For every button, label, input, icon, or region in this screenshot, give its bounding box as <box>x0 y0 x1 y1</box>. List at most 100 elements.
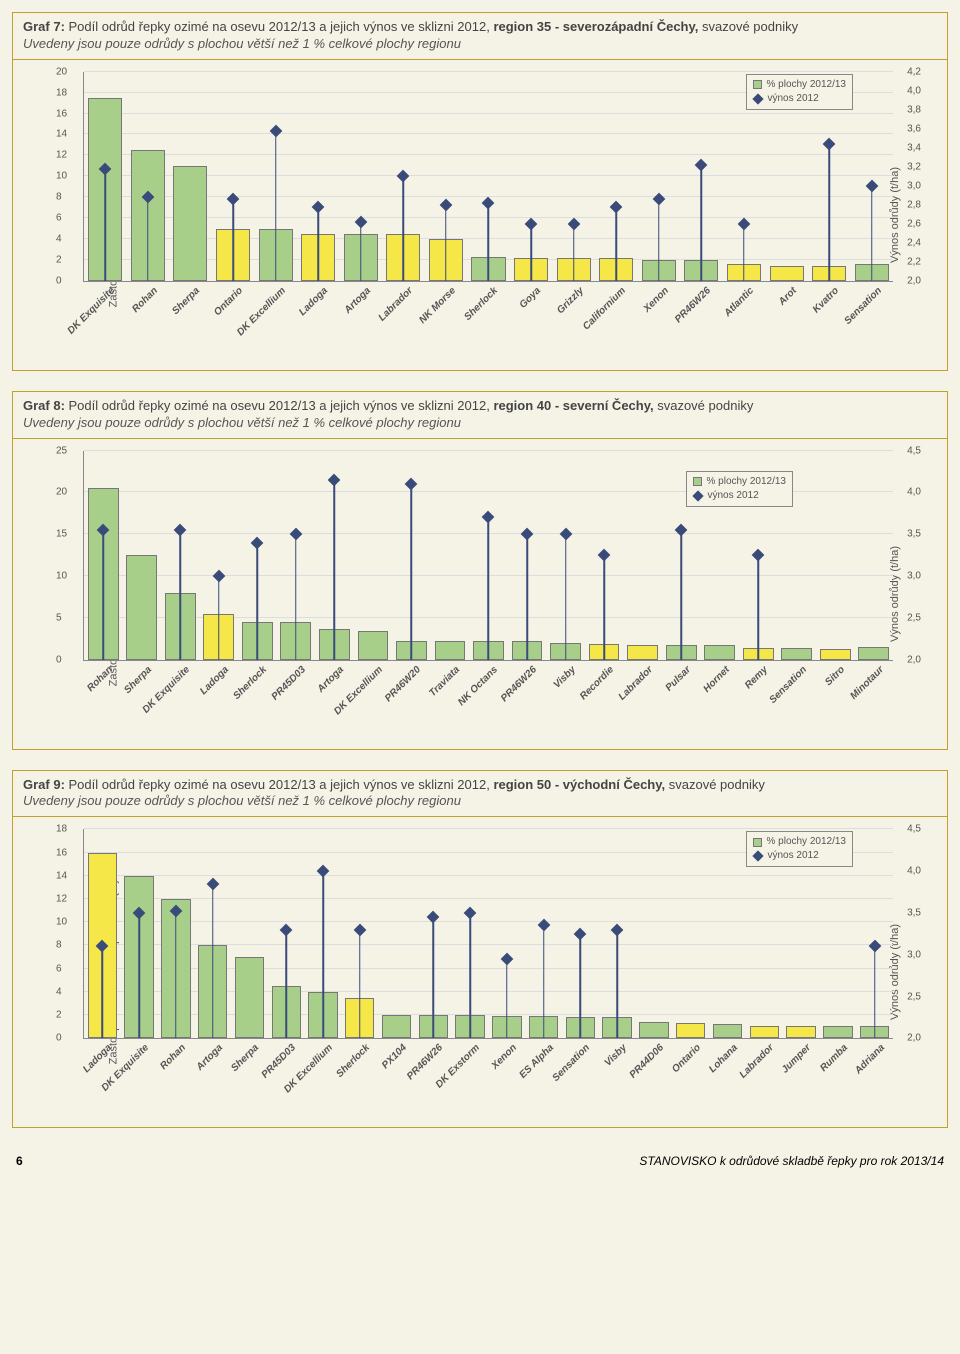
category-label: Xenon <box>637 281 671 315</box>
category-label: Visby <box>599 1038 630 1069</box>
marker-stem <box>218 576 220 660</box>
marker-diamond-icon <box>227 193 240 206</box>
chart-title: Graf 7: Podíl odrůd řepky ozimé na osevu… <box>13 13 947 60</box>
marker-stem <box>506 959 508 1038</box>
marker-diamond-icon <box>598 549 611 562</box>
legend-row: % plochy 2012/13 <box>753 835 846 849</box>
bar <box>358 631 389 659</box>
bar-wrap: Rohan <box>158 829 195 1038</box>
tick-left: 4 <box>56 233 62 244</box>
marker-stem <box>469 913 471 1038</box>
category-label: Ladoga <box>293 281 330 318</box>
marker-diamond-icon <box>289 528 302 541</box>
legend: % plochy 2012/13výnos 2012 <box>746 74 853 110</box>
legend-row: % plochy 2012/13 <box>753 78 846 92</box>
marker-diamond-icon <box>865 179 878 192</box>
marker-diamond-icon <box>537 919 550 932</box>
tick-right: 3,0 <box>907 180 921 191</box>
category-label: Hornet <box>697 660 732 695</box>
legend-marker-label: výnos 2012 <box>767 92 818 106</box>
marker-diamond-icon <box>559 528 572 541</box>
marker-stem <box>828 144 830 281</box>
tick-left: 12 <box>56 150 67 161</box>
tick-left: 18 <box>56 87 67 98</box>
marker-diamond-icon <box>482 511 495 524</box>
category-label: Recordie <box>574 660 616 702</box>
marker-diamond-icon <box>675 524 688 537</box>
bar <box>820 649 851 660</box>
marker-diamond-icon <box>328 473 341 486</box>
tick-left: 8 <box>56 192 62 203</box>
bar-wrap: DK Exstorm <box>452 829 489 1038</box>
tick-left: 0 <box>56 1033 62 1044</box>
bar <box>126 555 157 660</box>
bar <box>770 266 804 281</box>
tick-right: 3,5 <box>907 529 921 540</box>
tick-left: 0 <box>56 654 62 665</box>
marker-diamond-icon <box>525 217 538 230</box>
category-label: DK Exquisite <box>62 281 118 337</box>
bar-wrap: PR46W26 <box>415 829 452 1038</box>
marker-stem <box>147 197 149 281</box>
tick-left: 14 <box>56 870 67 881</box>
tick-right: 2,4 <box>907 237 921 248</box>
category-label: Ontario <box>666 1038 703 1075</box>
marker-diamond-icon <box>752 549 765 562</box>
marker-diamond-icon <box>823 138 836 151</box>
bar <box>704 645 735 659</box>
category-label: Sherlock <box>459 281 501 323</box>
marker-diamond-icon <box>695 159 708 172</box>
marker-diamond-icon <box>738 217 751 230</box>
marker-stem <box>543 925 545 1038</box>
tick-right: 2,6 <box>907 218 921 229</box>
tick-right: 2,5 <box>907 612 921 623</box>
category-label: Goya <box>513 281 543 311</box>
marker-diamond-icon <box>317 865 330 878</box>
category-label: Californium <box>577 281 628 332</box>
marker-diamond-icon <box>269 124 282 137</box>
tick-left: 0 <box>56 275 62 286</box>
legend-square-icon <box>753 838 762 847</box>
marker-stem <box>757 555 759 660</box>
tick-right: 4,5 <box>907 445 921 456</box>
plot: 024681012141618202,02,22,42,62,83,03,23,… <box>83 72 893 282</box>
legend-row: výnos 2012 <box>693 489 786 503</box>
marker-stem <box>565 534 567 659</box>
category-label: Adriana <box>848 1038 886 1076</box>
marker-diamond-icon <box>174 524 187 537</box>
marker-diamond-icon <box>610 200 623 213</box>
marker-diamond-icon <box>482 197 495 210</box>
bar-wrap: Ladoga <box>297 72 340 281</box>
marker-diamond-icon <box>251 536 264 549</box>
legend-row: % plochy 2012/13 <box>693 475 786 489</box>
bar-wrap: Sherpa <box>169 72 212 281</box>
bar-wrap: NK Octans <box>469 451 508 660</box>
marker-stem <box>603 555 605 660</box>
bar-wrap: PX104 <box>378 829 415 1038</box>
marker-diamond-icon <box>427 911 440 924</box>
bar-wrap: Minotaur <box>854 451 893 660</box>
tick-left: 25 <box>56 445 67 456</box>
bar-wrap: Artoga <box>339 72 382 281</box>
marker-diamond-icon <box>212 570 225 583</box>
bar-wrap: Sherpa <box>123 451 162 660</box>
category-label: Sherlock <box>330 1038 372 1080</box>
marker-stem <box>105 169 107 281</box>
tick-right: 2,0 <box>907 654 921 665</box>
marker-stem <box>403 176 405 281</box>
bar <box>639 1022 668 1038</box>
bar <box>235 957 264 1038</box>
marker-diamond-icon <box>501 953 514 966</box>
bar <box>823 1026 852 1039</box>
bar-wrap: PR46W20 <box>392 451 431 660</box>
bar-wrap: Sherlock <box>467 72 510 281</box>
bar-wrap: PR46W26 <box>508 451 547 660</box>
category-label: Rohan <box>126 281 160 315</box>
tick-right: 3,8 <box>907 104 921 115</box>
category-label: Artoga <box>338 281 373 316</box>
tick-right: 2,0 <box>907 275 921 286</box>
plot: 05101520252,02,53,03,54,04,5RohanSherpaD… <box>83 451 893 661</box>
bar-wrap: Sherlock <box>341 829 378 1038</box>
bar-wrap: Ladoga <box>84 829 121 1038</box>
category-label: Visby <box>547 660 578 691</box>
